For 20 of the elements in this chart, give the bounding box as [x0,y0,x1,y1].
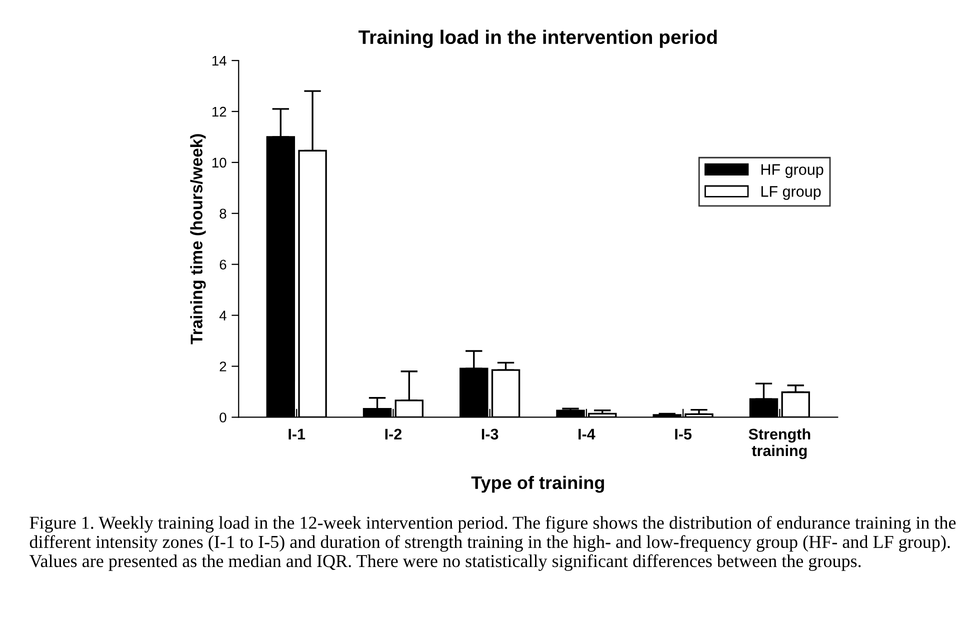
caption: Figure 1. Weekly training load in the 12-week intervention period. The figure shows the distribution of endurance training in the different intensity zones (I-1 to I-5) and duration of strength training in the high- and low-frequency group (HF- and LF group). Values are presented as the median and IQR. There were no statistically significant differences between the groups. [29,516,956,571]
y-tick-label: 6 [220,260,226,270]
y-tick-label: 12 [212,106,226,117]
y-tick-label: 10 [212,158,226,168]
chart-title: Training load in the intervention period [358,30,717,48]
y-tick-label: 0 [220,412,226,422]
x-axis-title: Type of training [471,476,604,493]
y-tick-label: 2 [220,362,226,372]
x-tick-label: I-1 [288,428,306,440]
y-tick-label: 14 [212,56,226,66]
y-tick-label: 4 [219,310,226,320]
x-tick-label: I-5 [675,428,692,440]
legend-label: HF group [761,164,824,178]
x-tick-label: I-2 [385,428,402,440]
x-tick-label: I-4 [578,428,596,440]
x-tick-label: Strength training [748,428,810,460]
y-tick-label: 8 [220,208,226,219]
x-tick-label: I-3 [482,428,498,440]
legend-label: LF group [761,186,821,200]
y-axis-title: Training time (hours/week) [190,134,206,344]
